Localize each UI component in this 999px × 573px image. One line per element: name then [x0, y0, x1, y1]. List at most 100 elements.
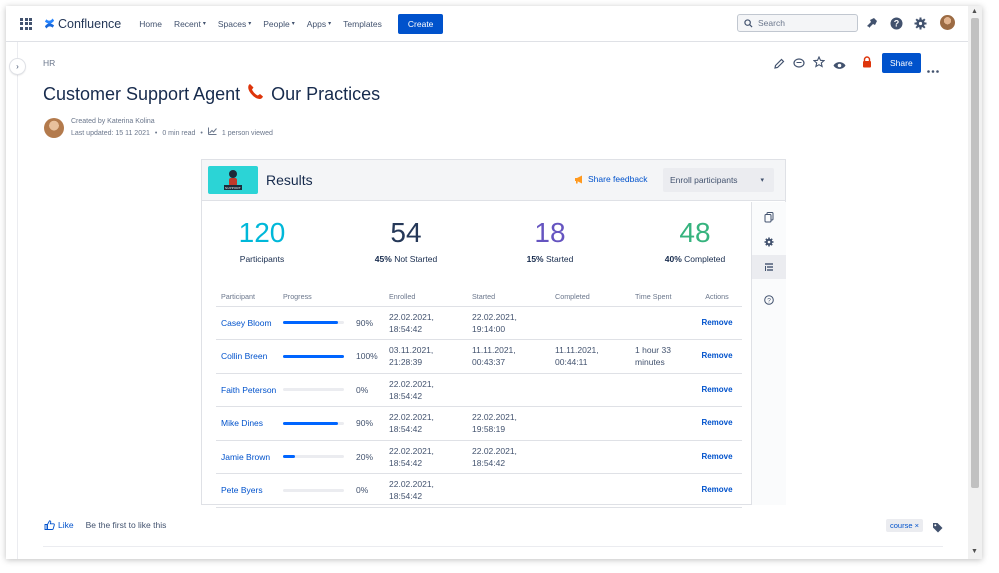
- settings-gear-icon[interactable]: [752, 230, 786, 254]
- nav-templates[interactable]: Templates: [343, 19, 382, 29]
- divider: [43, 546, 943, 547]
- scrollbar-thumb[interactable]: [971, 18, 979, 488]
- nav-recent[interactable]: Recent ▾: [174, 19, 206, 29]
- svg-text:?: ?: [767, 297, 771, 304]
- table-row: Mike Dines 90% 22.02.2021, 18:54:42 22.02.2…: [216, 406, 742, 441]
- completed-date: [550, 440, 630, 474]
- search-icon: [744, 18, 753, 28]
- help-icon[interactable]: ?: [889, 16, 903, 30]
- participant-name-link[interactable]: Collin Breen: [216, 339, 278, 374]
- progress-cell: 100%: [278, 339, 384, 374]
- column-header[interactable]: Time Spent: [630, 287, 692, 307]
- column-header[interactable]: Completed: [550, 287, 630, 307]
- progress-percent: 100%: [356, 351, 378, 362]
- started-date: [467, 473, 550, 508]
- notifications-icon[interactable]: [865, 16, 879, 30]
- participant-name-link[interactable]: Casey Bloom: [216, 306, 278, 340]
- enroll-participants-dropdown[interactable]: Enroll participants ▾: [663, 168, 774, 192]
- nav-apps-label: Apps: [306, 18, 327, 29]
- scroll-down-icon[interactable]: ▼: [971, 548, 978, 555]
- nav-people[interactable]: People ▾: [263, 19, 294, 29]
- stat-label-text: Completed: [684, 254, 726, 264]
- completed-date: [550, 473, 630, 508]
- label-course[interactable]: course ×: [886, 519, 923, 532]
- report-list-icon[interactable]: [752, 255, 786, 279]
- author-avatar[interactable]: [44, 118, 64, 138]
- completed-date: 11.11.2021, 00:44:11: [550, 339, 630, 374]
- page-title-text-right: Our Practices: [271, 83, 381, 104]
- search-input[interactable]: Search: [737, 14, 858, 32]
- time-spent: [630, 473, 692, 508]
- time-spent: [630, 373, 692, 407]
- nav-spaces[interactable]: Spaces ▾: [218, 19, 251, 29]
- nav-home[interactable]: Home: [139, 19, 162, 29]
- remove-button[interactable]: Remove: [692, 373, 742, 407]
- results-stats: 120 Participants 54 45% Not Started 18 1…: [202, 218, 751, 278]
- watch-eye-icon[interactable]: [833, 57, 846, 75]
- remove-button[interactable]: Remove: [692, 406, 742, 441]
- thumbnail-text: SUPPORT: [225, 186, 241, 190]
- time-spent: [630, 406, 692, 441]
- time-spent: [630, 440, 692, 474]
- copy-icon[interactable]: [752, 205, 786, 229]
- results-title: Results: [266, 172, 313, 188]
- telephone-receiver-icon: [246, 82, 265, 106]
- search-placeholder: Search: [758, 18, 785, 28]
- star-icon[interactable]: [812, 55, 826, 73]
- remove-button[interactable]: Remove: [692, 306, 742, 340]
- share-feedback-link[interactable]: Share feedback: [574, 174, 648, 184]
- help-icon[interactable]: ?: [752, 288, 786, 312]
- expand-sidebar-button[interactable]: ›: [10, 59, 25, 74]
- more-actions-icon[interactable]: [927, 60, 939, 78]
- participant-name-link[interactable]: Jamie Brown: [216, 440, 278, 474]
- share-button[interactable]: Share: [882, 53, 921, 73]
- participant-name-link[interactable]: Pete Byers: [216, 473, 278, 508]
- settings-gear-icon[interactable]: [913, 16, 927, 30]
- stat-percent: 40%: [664, 254, 682, 264]
- column-header[interactable]: Participant: [216, 287, 278, 307]
- chevron-down-icon: ▾: [248, 21, 252, 27]
- create-button[interactable]: Create: [397, 13, 444, 34]
- app-switcher-icon[interactable]: [20, 17, 32, 30]
- comment-icon[interactable]: [793, 56, 805, 74]
- dot-separator: •: [200, 129, 203, 137]
- restrictions-lock-icon[interactable]: [862, 55, 872, 73]
- scroll-up-icon[interactable]: ▲: [971, 8, 978, 15]
- scrollbar[interactable]: ▲ ▼: [968, 6, 982, 559]
- like-section: Like Be the first to like this: [44, 520, 166, 530]
- participant-name-link[interactable]: Faith Peterson: [216, 373, 278, 407]
- progress-bar: [283, 321, 344, 325]
- last-updated[interactable]: Last updated: 15 11 2021: [71, 129, 150, 137]
- participant-name-link[interactable]: Mike Dines: [216, 406, 278, 441]
- confluence-window: Confluence Home Recent ▾ Spaces ▾ People ▾ …: [6, 6, 982, 559]
- remove-button[interactable]: Remove: [692, 339, 742, 374]
- top-navigation: Confluence Home Recent ▾ Spaces ▾ People ▾ …: [6, 6, 968, 42]
- column-header[interactable]: Started: [467, 287, 550, 307]
- like-button[interactable]: Like: [44, 520, 74, 530]
- time-spent: [630, 306, 692, 340]
- stat-label: 45% Not Started: [346, 254, 466, 264]
- started-date: 11.11.2021, 00:43:37: [467, 339, 550, 374]
- started-date: 22.02.2021, 18:54:42: [467, 440, 550, 474]
- label-tag-icon[interactable]: [932, 520, 943, 538]
- user-avatar[interactable]: [940, 15, 955, 30]
- remove-button[interactable]: Remove: [692, 440, 742, 474]
- thumbs-up-icon: [44, 520, 55, 530]
- sidebar-divider: [17, 42, 18, 559]
- progress-cell: 0%: [278, 473, 384, 508]
- view-count[interactable]: 1 person viewed: [221, 129, 273, 137]
- nav-home-label: Home: [139, 18, 162, 29]
- breadcrumb[interactable]: HR: [43, 58, 56, 68]
- confluence-logo[interactable]: Confluence: [44, 17, 121, 31]
- enrolled-date: 03.11.2021, 21:28:39: [384, 339, 467, 374]
- stat-number: 48: [679, 217, 711, 248]
- edit-icon[interactable]: [774, 56, 785, 74]
- progress-cell: 90%: [278, 306, 384, 340]
- page-title: Customer Support Agent Our Practices: [43, 82, 380, 106]
- table-row: Casey Bloom 90% 22.02.2021, 18:54:42 22.02.…: [216, 306, 742, 340]
- column-header[interactable]: Enrolled: [384, 287, 467, 307]
- stat-percent: 15%: [526, 254, 544, 264]
- column-header[interactable]: Progress: [278, 287, 384, 307]
- remove-button[interactable]: Remove: [692, 473, 742, 508]
- nav-apps[interactable]: Apps ▾: [307, 19, 331, 29]
